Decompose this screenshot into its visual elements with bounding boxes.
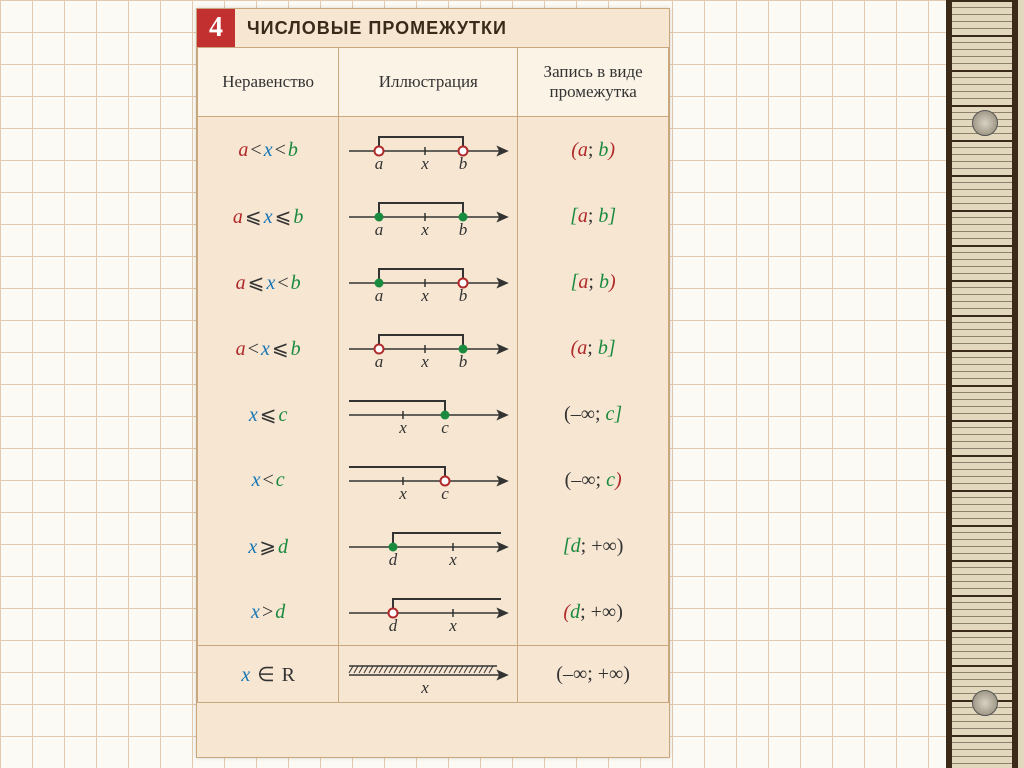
card-header: 4 ЧИСЛОВЫЕ ПРОМЕЖУТКИ [197, 9, 669, 47]
cell-inequality: a<x⩽b [198, 315, 339, 381]
cell-inequality: x<c [198, 447, 339, 513]
cell-interval: [a; b) [518, 249, 669, 315]
col-inequality: Неравенство [198, 48, 339, 117]
table-row: a<x<b a x b (a; b) [198, 117, 669, 184]
card-title: ЧИСЛОВЫЕ ПРОМЕЖУТКИ [247, 18, 507, 39]
svg-text:x: x [421, 678, 430, 697]
cell-illustration: dx [339, 513, 518, 579]
svg-text:x: x [399, 418, 408, 437]
svg-text:a: a [375, 220, 384, 239]
svg-text:x: x [421, 220, 430, 239]
svg-text:b: b [459, 352, 468, 371]
cell-illustration: xc [339, 381, 518, 447]
svg-text:d: d [389, 616, 398, 635]
cell-illustration: x [339, 646, 518, 703]
reference-card: 4 ЧИСЛОВЫЕ ПРОМЕЖУТКИ Неравенство Иллюст… [196, 8, 670, 758]
svg-text:b: b [459, 220, 468, 239]
cell-illustration: axb [339, 183, 518, 249]
cell-inequality: x ∈ R [198, 646, 339, 703]
cell-illustration: axb [339, 249, 518, 315]
svg-text:b: b [459, 286, 468, 305]
cell-interval: (d; +∞) [518, 579, 669, 646]
svg-text:b: b [459, 154, 468, 173]
cell-interval: (a; b) [518, 117, 669, 184]
cell-inequality: a⩽x⩽b [198, 183, 339, 249]
table-row: a⩽x<b a x b [a; b) [198, 249, 669, 315]
svg-text:a: a [375, 154, 384, 173]
cell-interval: (–∞; c) [518, 447, 669, 513]
cell-inequality: a<x<b [198, 117, 339, 184]
svg-text:x: x [421, 286, 430, 305]
cell-inequality: x>d [198, 579, 339, 646]
table-row: x⩾ddx[d; +∞) [198, 513, 669, 579]
table-row: a<x⩽b a x b (a; b] [198, 315, 669, 381]
screw-icon [972, 690, 998, 716]
table-header-row: Неравенство Иллюстрация Запись в виде пр… [198, 48, 669, 117]
svg-text:a: a [375, 352, 384, 371]
svg-text:x: x [421, 352, 430, 371]
table-row: x<cxc(–∞; c) [198, 447, 669, 513]
intervals-table: Неравенство Иллюстрация Запись в виде пр… [197, 47, 669, 703]
ruler-decoration [946, 0, 1024, 768]
cell-interval: [a; b] [518, 183, 669, 249]
table-row: x>ddx(d; +∞) [198, 579, 669, 646]
cell-illustration: dx [339, 579, 518, 646]
col-illustration: Иллюстрация [339, 48, 518, 117]
cell-inequality: a⩽x<b [198, 249, 339, 315]
screw-icon [972, 110, 998, 136]
svg-text:c: c [442, 484, 450, 503]
svg-text:x: x [399, 484, 408, 503]
table-row-all-reals: x ∈ R x (–∞; +∞) [198, 646, 669, 703]
cell-interval: (–∞; +∞) [518, 646, 669, 703]
cell-illustration: axb [339, 315, 518, 381]
svg-text:d: d [389, 550, 398, 569]
cell-interval: [d; +∞) [518, 513, 669, 579]
cell-illustration: axb [339, 117, 518, 184]
cell-interval: (–∞; c] [518, 381, 669, 447]
svg-text:x: x [449, 550, 458, 569]
cell-illustration: xc [339, 447, 518, 513]
svg-text:a: a [375, 286, 384, 305]
svg-text:x: x [421, 154, 430, 173]
table-row: a⩽x⩽b a x b [a; b] [198, 183, 669, 249]
section-number-badge: 4 [197, 9, 235, 47]
svg-text:x: x [449, 616, 458, 635]
table-row: x⩽cxc(–∞; c] [198, 381, 669, 447]
cell-inequality: x⩾d [198, 513, 339, 579]
svg-text:c: c [442, 418, 450, 437]
cell-interval: (a; b] [518, 315, 669, 381]
cell-inequality: x⩽c [198, 381, 339, 447]
col-interval: Запись в виде промежутка [518, 48, 669, 117]
